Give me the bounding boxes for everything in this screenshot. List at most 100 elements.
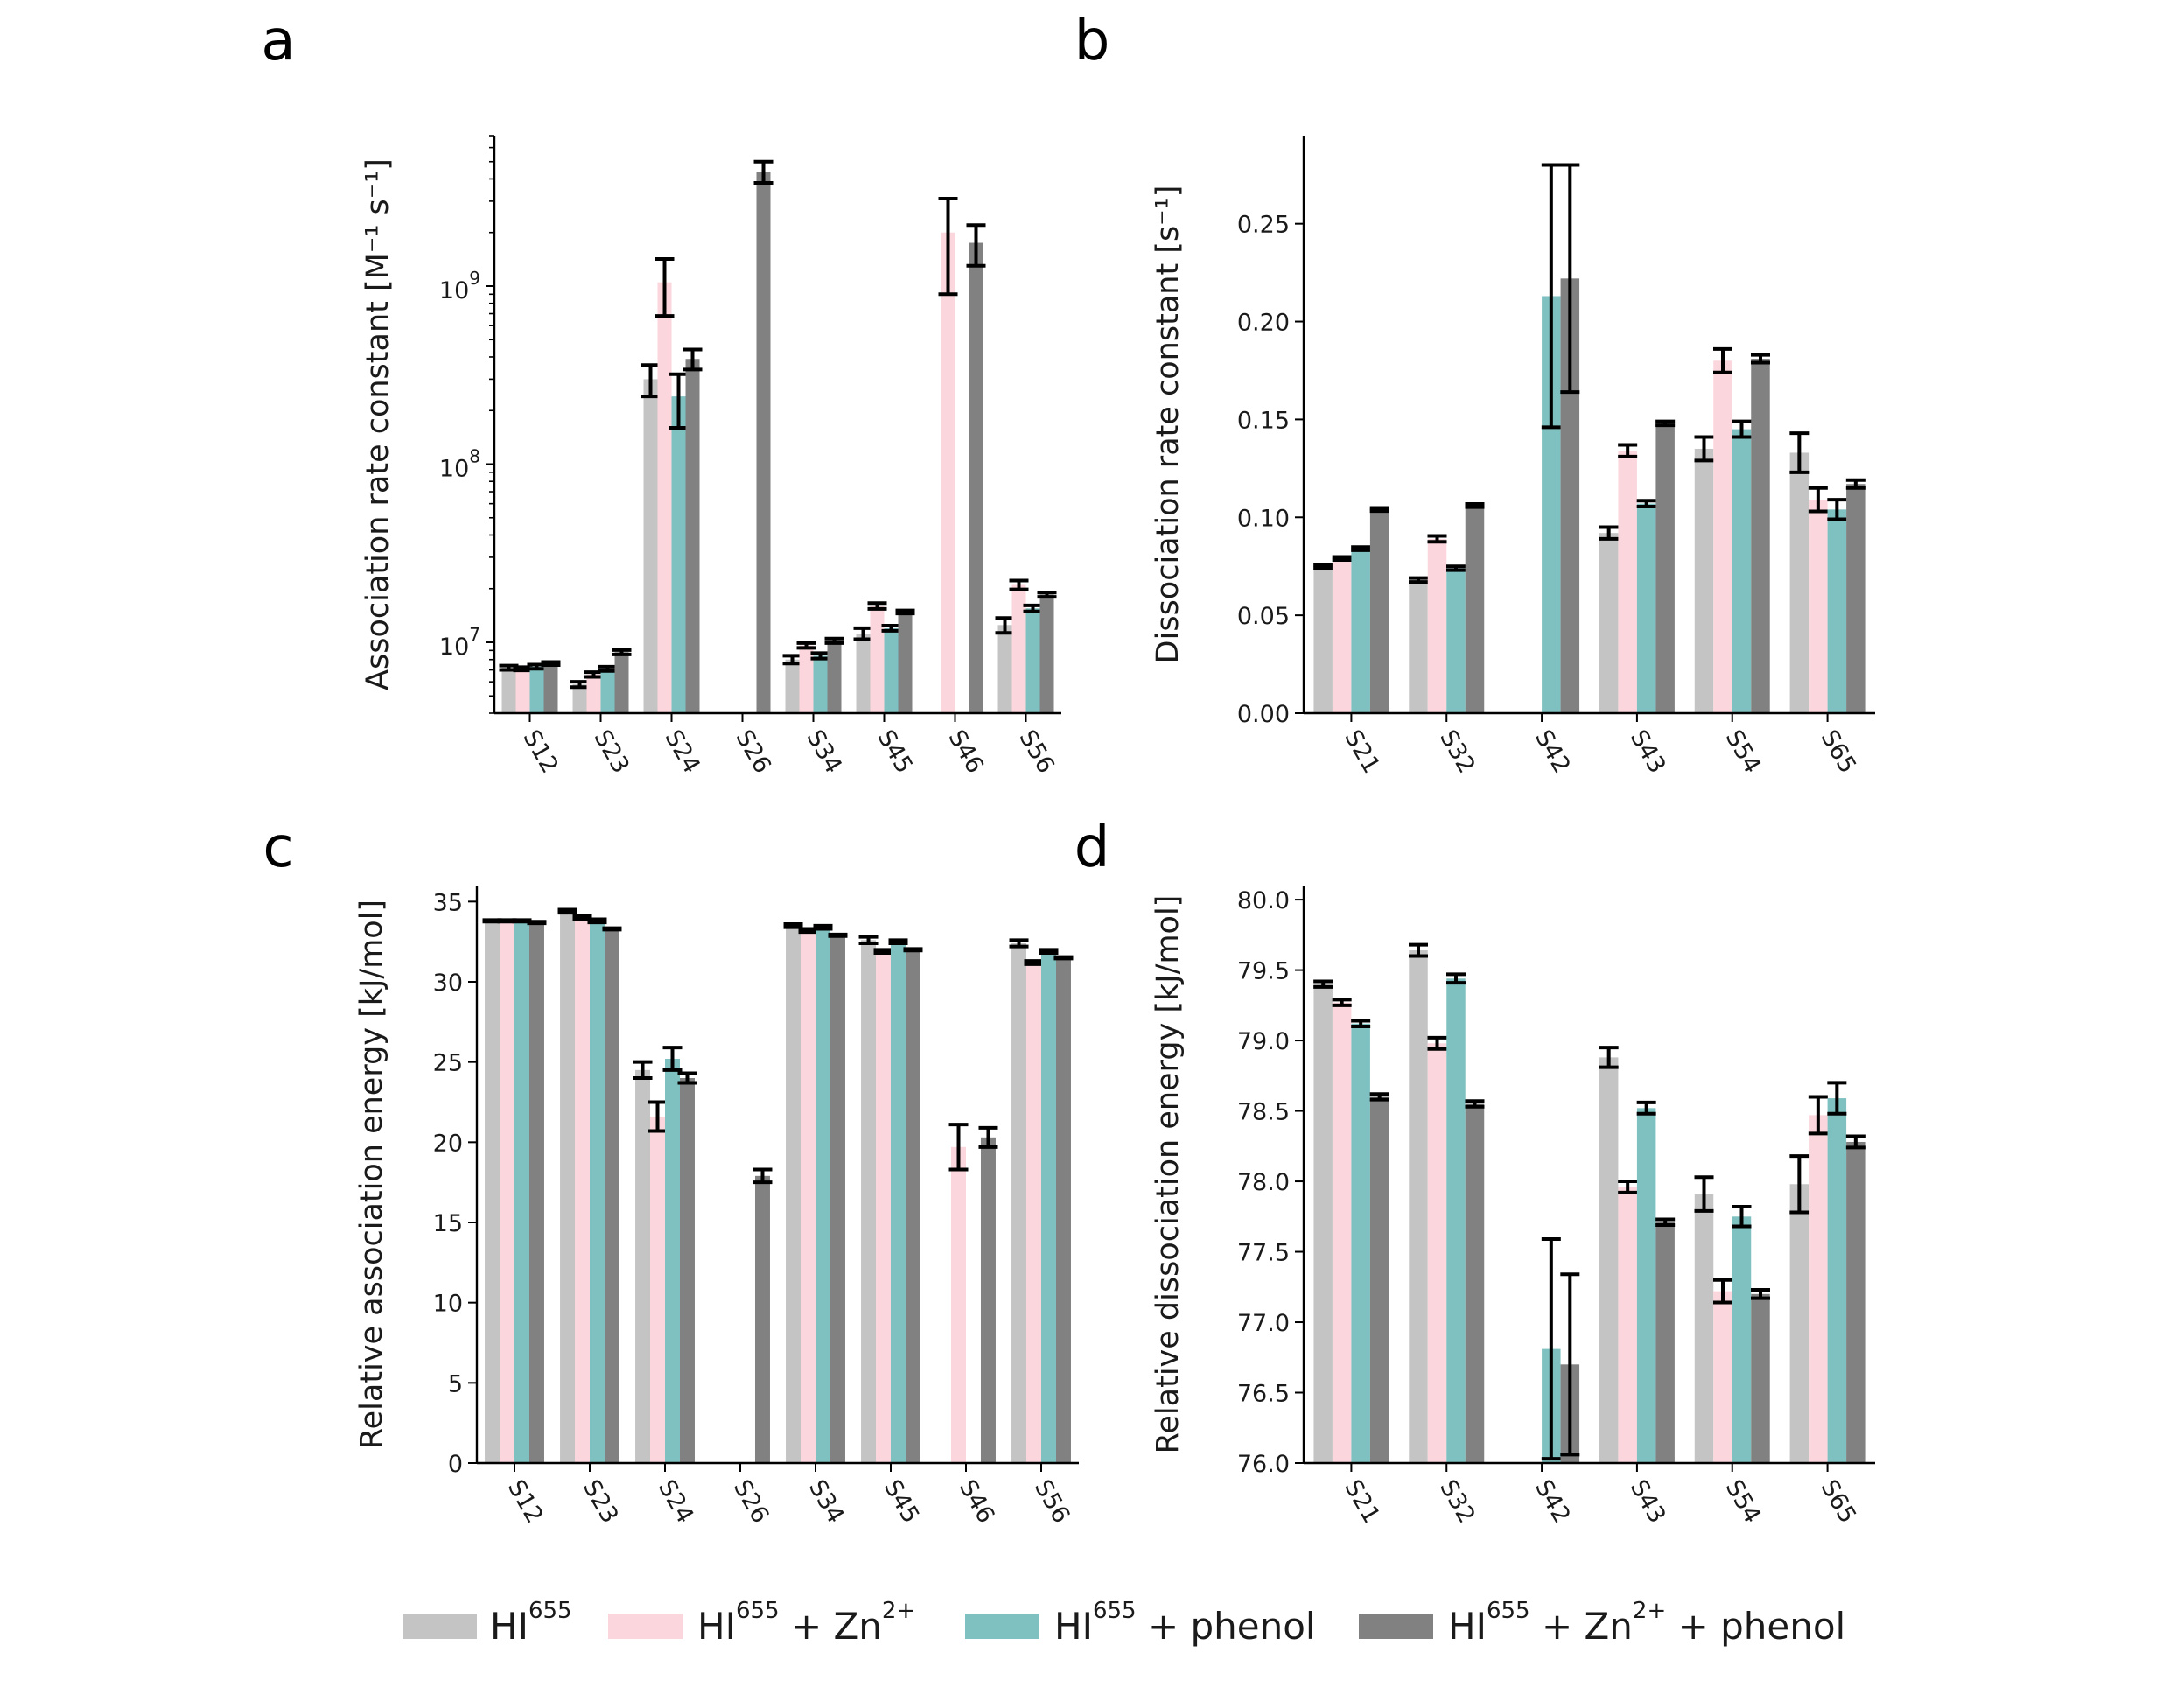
error-bar (995, 616, 1015, 635)
error-bar (1409, 576, 1429, 584)
error-bar (1351, 545, 1371, 552)
bar (1827, 509, 1847, 713)
bar (1332, 1002, 1352, 1463)
error-bar (1446, 564, 1466, 572)
bar (485, 920, 500, 1463)
bar (590, 920, 605, 1463)
bar (1732, 1216, 1752, 1463)
legend-swatch (1359, 1614, 1433, 1639)
error-bar (1369, 1092, 1390, 1102)
x-tick-label: S65 (1816, 1475, 1862, 1528)
error-bar (1009, 578, 1029, 592)
bar (1369, 1096, 1390, 1463)
bar (1809, 1115, 1828, 1463)
x-tick-label: S24 (659, 725, 705, 778)
bar (1427, 538, 1447, 713)
y-axis-title: Association rate constant [M⁻¹ s⁻¹] (360, 158, 396, 690)
bar (827, 640, 842, 713)
bar (1332, 558, 1352, 713)
bar (515, 668, 530, 713)
error-bar (1750, 353, 1770, 365)
error-bar (1465, 1099, 1485, 1109)
x-tick-label: S23 (588, 725, 634, 778)
error-bar (1541, 1237, 1561, 1461)
error-bar (648, 1100, 668, 1133)
error-bar (938, 196, 958, 297)
bar (969, 242, 984, 713)
error-bar (1039, 948, 1059, 955)
error-bar (828, 932, 848, 938)
error-bar (654, 256, 675, 318)
x-tick-label: S54 (1720, 1475, 1767, 1528)
bar (754, 1175, 770, 1463)
x-tick-label: S32 (1434, 725, 1480, 778)
bar (1560, 278, 1580, 713)
bar (1846, 1141, 1866, 1463)
x-tick-label: S12 (517, 725, 564, 778)
panel-letter: b (1074, 9, 1110, 74)
y-tick-label: 30 (433, 970, 463, 997)
bar (604, 928, 620, 1463)
y-tick-label: 77.0 (1237, 1310, 1290, 1337)
y-tick-label: 10 (433, 1291, 463, 1318)
bar (1351, 1023, 1370, 1463)
error-bar (570, 680, 590, 690)
bar (543, 663, 558, 713)
bar (980, 1137, 996, 1463)
bar (1026, 608, 1040, 713)
error-bar (1636, 499, 1656, 508)
error-bar (1332, 998, 1352, 1007)
error-bar (1313, 563, 1334, 570)
y-tick-label: 0.05 (1237, 603, 1290, 630)
error-bar (782, 654, 802, 666)
error-bar (668, 372, 689, 430)
x-tick-label: S26 (728, 1475, 774, 1528)
bar (1636, 1108, 1656, 1463)
x-tick-label: S21 (1339, 725, 1385, 778)
bar (514, 920, 529, 1463)
x-tick-label: S12 (502, 1475, 549, 1528)
y-axis-title: Dissociation rate constant [s⁻¹] (1151, 186, 1186, 664)
x-tick-label: S54 (1720, 725, 1767, 778)
error-bar (1023, 603, 1043, 613)
error-bar (873, 948, 893, 955)
error-bar (640, 363, 661, 399)
x-tick-label: S43 (1625, 1475, 1671, 1528)
y-tick-label: 0.20 (1237, 310, 1290, 337)
y-axis-title: Relative association energy [kJ/mol] (354, 900, 389, 1449)
error-bar (1332, 555, 1352, 563)
y-tick-label: 15 (433, 1210, 463, 1237)
error-bar (1789, 431, 1810, 474)
error-bar (1599, 1046, 1619, 1069)
legend-label: HI655 + phenol (1054, 1598, 1316, 1648)
y-tick-label: 76.0 (1237, 1451, 1290, 1478)
x-tick-label: S45 (878, 1475, 925, 1528)
error-bar (1827, 1081, 1847, 1116)
bar (876, 951, 891, 1463)
error-bar (527, 920, 547, 926)
error-bar (1427, 1035, 1447, 1051)
error-bar (1656, 419, 1676, 428)
bar (756, 172, 771, 714)
bar (679, 1078, 695, 1463)
x-tick-label: S56 (1013, 725, 1060, 778)
y-tick-label: 0.10 (1237, 505, 1290, 532)
bar (1827, 1098, 1847, 1463)
error-bar (858, 934, 878, 945)
bar (1542, 296, 1561, 713)
bar (586, 674, 601, 713)
error-bar (1465, 502, 1485, 509)
bar (998, 625, 1012, 713)
bar (1809, 500, 1828, 713)
bar (529, 666, 544, 713)
y-tick-label: 0.15 (1237, 407, 1290, 434)
x-tick-label: S26 (730, 725, 776, 778)
error-bar (1789, 1154, 1810, 1214)
y-tick-label: 77.5 (1237, 1240, 1290, 1267)
bar (785, 659, 800, 713)
error-bar (1713, 346, 1733, 374)
bar (1618, 1186, 1637, 1463)
bar (1846, 484, 1866, 713)
bar (501, 668, 516, 713)
bar (1751, 359, 1770, 713)
